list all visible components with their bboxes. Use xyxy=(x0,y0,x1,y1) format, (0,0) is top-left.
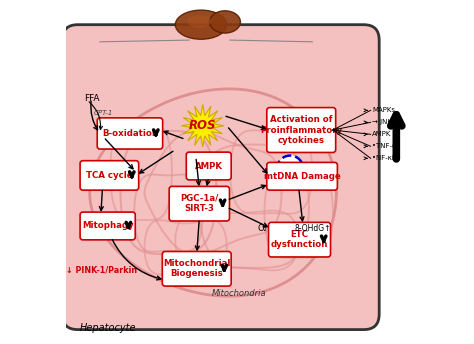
Text: O₂: O₂ xyxy=(258,224,268,233)
Text: AMPK: AMPK xyxy=(195,161,223,171)
FancyBboxPatch shape xyxy=(80,212,135,240)
Ellipse shape xyxy=(187,15,211,28)
FancyBboxPatch shape xyxy=(162,251,231,286)
Text: ROS: ROS xyxy=(189,119,217,132)
Text: mtDNA Damage: mtDNA Damage xyxy=(264,172,340,181)
FancyBboxPatch shape xyxy=(267,108,336,152)
Text: 8-OHdG↑: 8-OHdG↑ xyxy=(294,224,331,233)
Text: → JNK: → JNK xyxy=(373,119,392,125)
Text: MAPKs: MAPKs xyxy=(373,107,395,113)
Text: Hepatocyte: Hepatocyte xyxy=(80,323,136,333)
Circle shape xyxy=(277,155,303,182)
FancyBboxPatch shape xyxy=(186,152,231,180)
FancyBboxPatch shape xyxy=(80,161,139,190)
Polygon shape xyxy=(182,105,224,147)
Text: B-oxidation: B-oxidation xyxy=(102,129,158,138)
Text: Mitophagy: Mitophagy xyxy=(82,222,134,230)
FancyBboxPatch shape xyxy=(62,25,379,330)
FancyBboxPatch shape xyxy=(267,162,337,190)
Text: ETC
dysfunction: ETC dysfunction xyxy=(271,230,328,249)
Text: PGC-1a/
SIRT-3: PGC-1a/ SIRT-3 xyxy=(180,194,219,213)
Text: AMPK: AMPK xyxy=(373,131,392,137)
Text: Activation of
Proinflammatory
cytokines: Activation of Proinflammatory cytokines xyxy=(260,115,342,145)
FancyBboxPatch shape xyxy=(97,118,163,149)
Text: TCA cycle: TCA cycle xyxy=(86,171,133,180)
Text: Mitochondria: Mitochondria xyxy=(211,289,266,298)
FancyBboxPatch shape xyxy=(268,222,330,257)
Text: •NF-κB: •NF-κB xyxy=(373,155,397,161)
Text: CPT-1: CPT-1 xyxy=(94,110,113,116)
Circle shape xyxy=(285,164,295,173)
Text: ↓ PINK-1/Parkin: ↓ PINK-1/Parkin xyxy=(66,265,137,274)
Text: Mitochondrial
Biogenesis: Mitochondrial Biogenesis xyxy=(163,259,230,279)
FancyBboxPatch shape xyxy=(169,186,229,221)
Ellipse shape xyxy=(210,11,240,33)
Text: FFA: FFA xyxy=(84,94,100,103)
Text: •TNF-α: •TNF-α xyxy=(373,143,397,149)
Ellipse shape xyxy=(175,10,227,39)
